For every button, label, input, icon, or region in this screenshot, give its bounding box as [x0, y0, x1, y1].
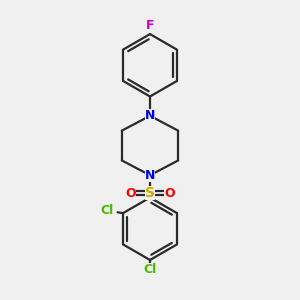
Text: Cl: Cl [143, 263, 157, 276]
Text: F: F [146, 19, 154, 32]
Text: O: O [164, 187, 175, 200]
Text: O: O [125, 187, 136, 200]
Text: N: N [145, 169, 155, 182]
Text: S: S [145, 186, 155, 200]
Text: Cl: Cl [100, 204, 113, 217]
Text: N: N [145, 109, 155, 122]
